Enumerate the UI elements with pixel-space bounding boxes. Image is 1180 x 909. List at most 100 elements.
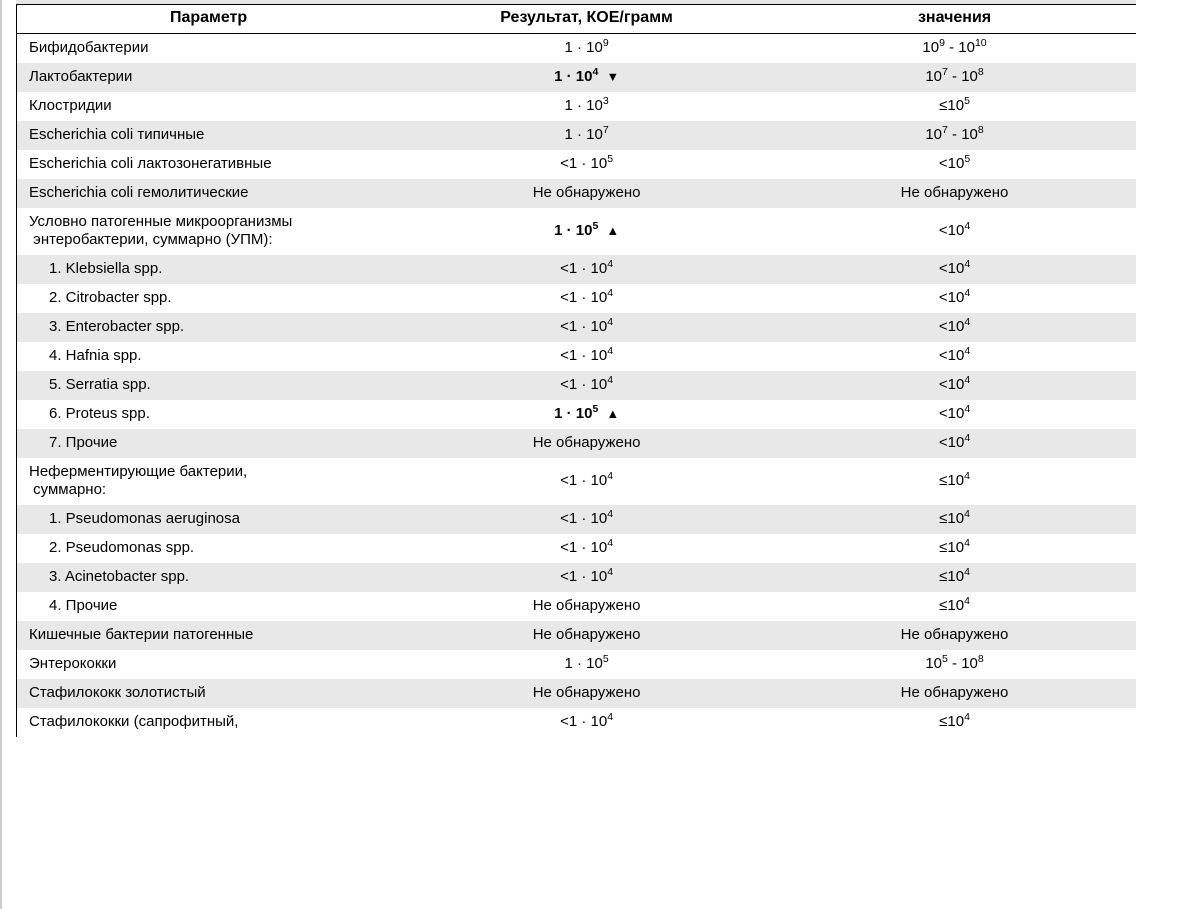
param-cell: Escherichia coli гемолитические: [17, 179, 400, 208]
col-header-result: Результат, КОЕ/грамм: [400, 5, 773, 34]
col-header-param: Параметр: [17, 5, 400, 34]
result-cell: Не обнаружено: [400, 179, 773, 208]
param-cell: Escherichia coli лактозонегативные: [17, 150, 400, 179]
reference-cell: ≤105: [773, 92, 1136, 121]
result-cell: Не обнаружено: [400, 621, 773, 650]
param-cell: Неферментирующие бактерии, суммарно:: [17, 458, 400, 505]
result-cell: <1 · 104: [400, 255, 773, 284]
table-row: Условно патогенные микроорганизмы энтеро…: [17, 208, 1136, 255]
table-row: Энтерококки1 · 105105 - 108: [17, 650, 1136, 679]
result-cell: <1 · 104: [400, 534, 773, 563]
param-cell: 3. Enterobacter spp.: [17, 313, 400, 342]
param-cell: 2. Pseudomonas spp.: [17, 534, 400, 563]
table-row: 7. ПрочиеНе обнаружено<104: [17, 429, 1136, 458]
result-cell: 1 · 105 ▲: [400, 208, 773, 255]
result-cell: <1 · 104: [400, 284, 773, 313]
param-cell: Лактобактерии: [17, 63, 400, 92]
reference-cell: ≤104: [773, 505, 1136, 534]
param-cell: Клостридии: [17, 92, 400, 121]
table-row: Escherichia coli лактозонегативные<1 · 1…: [17, 150, 1136, 179]
result-cell: 1 · 103: [400, 92, 773, 121]
param-cell: Энтерококки: [17, 650, 400, 679]
col-header-reference: значения: [773, 5, 1136, 34]
param-cell: 1. Pseudomonas aeruginosa: [17, 505, 400, 534]
reference-cell: ≤104: [773, 563, 1136, 592]
table-row: Escherichia coli типичные1 · 107107 - 10…: [17, 121, 1136, 150]
param-cell: 5. Serratia spp.: [17, 371, 400, 400]
param-cell: 7. Прочие: [17, 429, 400, 458]
reference-cell: <105: [773, 150, 1136, 179]
table-row: Бифидобактерии1 · 109109 - 1010: [17, 34, 1136, 64]
table-header: Параметр Результат, КОЕ/грамм значения: [17, 5, 1136, 34]
table-row: Стафилококки (сапрофитный,<1 · 104≤104: [17, 708, 1136, 737]
reference-cell: Не обнаружено: [773, 621, 1136, 650]
result-cell: <1 · 104: [400, 313, 773, 342]
table-row: 3. Enterobacter spp.<1 · 104<104: [17, 313, 1136, 342]
result-cell: <1 · 104: [400, 342, 773, 371]
param-cell: Бифидобактерии: [17, 34, 400, 64]
reference-cell: <104: [773, 313, 1136, 342]
param-cell: Условно патогенные микроорганизмы энтеро…: [17, 208, 400, 255]
result-cell: 1 · 105: [400, 650, 773, 679]
result-cell: 1 · 104 ▼: [400, 63, 773, 92]
param-cell: 2. Citrobacter spp.: [17, 284, 400, 313]
reference-cell: 107 - 108: [773, 63, 1136, 92]
param-cell: Стафилококки (сапрофитный,: [17, 708, 400, 737]
reference-cell: <104: [773, 342, 1136, 371]
param-cell: 1. Klebsiella spp.: [17, 255, 400, 284]
report-frame: Параметр Результат, КОЕ/грамм значения Б…: [16, 4, 1136, 737]
table-row: Escherichia coli гемолитическиеНе обнару…: [17, 179, 1136, 208]
reference-cell: ≤104: [773, 708, 1136, 737]
result-cell: <1 · 104: [400, 505, 773, 534]
result-cell: Не обнаружено: [400, 679, 773, 708]
lab-report-page: Параметр Результат, КОЕ/грамм значения Б…: [0, 0, 1180, 909]
table-row: Стафилококк золотистыйНе обнаруженоНе об…: [17, 679, 1136, 708]
table-row: 4. Hafnia spp.<1 · 104<104: [17, 342, 1136, 371]
reference-cell: <104: [773, 429, 1136, 458]
result-cell: Не обнаружено: [400, 592, 773, 621]
lab-results-table: Параметр Результат, КОЕ/грамм значения Б…: [17, 5, 1136, 737]
reference-cell: 109 - 1010: [773, 34, 1136, 64]
result-cell: 1 · 109: [400, 34, 773, 64]
reference-cell: <104: [773, 371, 1136, 400]
reference-cell: 107 - 108: [773, 121, 1136, 150]
table-body: Бифидобактерии1 · 109109 - 1010Лактобакт…: [17, 34, 1136, 738]
table-row: 2. Citrobacter spp.<1 · 104<104: [17, 284, 1136, 313]
param-cell: Кишечные бактерии патогенные: [17, 621, 400, 650]
result-cell: <1 · 104: [400, 371, 773, 400]
result-cell: 1 · 107: [400, 121, 773, 150]
reference-cell: 105 - 108: [773, 650, 1136, 679]
param-cell: Стафилококк золотистый: [17, 679, 400, 708]
result-cell: <1 · 104: [400, 458, 773, 505]
reference-cell: <104: [773, 284, 1136, 313]
param-cell: 4. Hafnia spp.: [17, 342, 400, 371]
table-row: 6. Proteus spp.1 · 105 ▲<104: [17, 400, 1136, 429]
result-cell: <1 · 104: [400, 563, 773, 592]
table-row: 2. Pseudomonas spp.<1 · 104≤104: [17, 534, 1136, 563]
table-row: 4. ПрочиеНе обнаружено≤104: [17, 592, 1136, 621]
table-row: 1. Klebsiella spp.<1 · 104<104: [17, 255, 1136, 284]
result-cell: Не обнаружено: [400, 429, 773, 458]
result-cell: <1 · 104: [400, 708, 773, 737]
result-cell: <1 · 105: [400, 150, 773, 179]
reference-cell: ≤104: [773, 592, 1136, 621]
param-cell: 3. Acinetobacter spp.: [17, 563, 400, 592]
reference-cell: <104: [773, 400, 1136, 429]
table-row: Лактобактерии1 · 104 ▼107 - 108: [17, 63, 1136, 92]
param-cell: Escherichia coli типичные: [17, 121, 400, 150]
table-row: Клостридии1 · 103≤105: [17, 92, 1136, 121]
reference-cell: Не обнаружено: [773, 179, 1136, 208]
table-row: Неферментирующие бактерии, суммарно:<1 ·…: [17, 458, 1136, 505]
table-row: Кишечные бактерии патогенныеНе обнаружен…: [17, 621, 1136, 650]
reference-cell: <104: [773, 255, 1136, 284]
reference-cell: <104: [773, 208, 1136, 255]
reference-cell: ≤104: [773, 534, 1136, 563]
reference-cell: ≤104: [773, 458, 1136, 505]
result-cell: 1 · 105 ▲: [400, 400, 773, 429]
table-row: 5. Serratia spp.<1 · 104<104: [17, 371, 1136, 400]
param-cell: 6. Proteus spp.: [17, 400, 400, 429]
param-cell: 4. Прочие: [17, 592, 400, 621]
table-row: 3. Acinetobacter spp.<1 · 104≤104: [17, 563, 1136, 592]
reference-cell: Не обнаружено: [773, 679, 1136, 708]
table-row: 1. Pseudomonas aeruginosa<1 · 104≤104: [17, 505, 1136, 534]
